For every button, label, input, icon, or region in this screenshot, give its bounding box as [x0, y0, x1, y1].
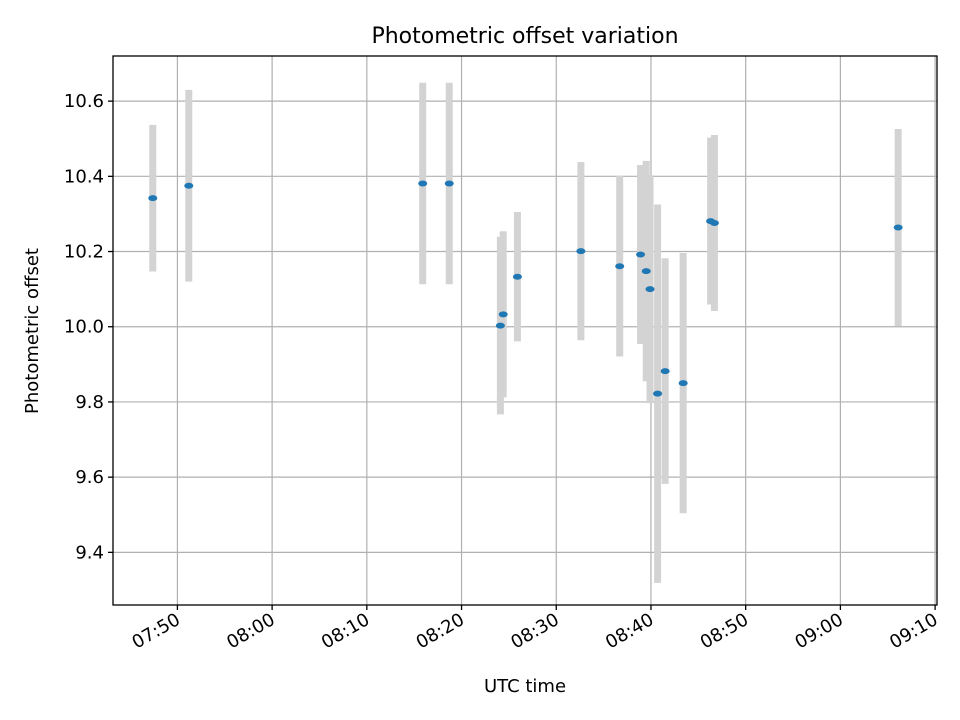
x-tick-label: 09:10 — [886, 609, 941, 653]
y-tick-label: 10.4 — [64, 166, 104, 187]
chart-title: Photometric offset variation — [371, 24, 678, 49]
x-tick-label: 08:00 — [223, 609, 278, 653]
grid-lines — [113, 56, 937, 605]
y-axis-label: Photometric offset — [22, 248, 43, 414]
data-point — [495, 322, 505, 329]
y-tick-label: 10.6 — [64, 91, 104, 112]
x-tick-label: 08:50 — [697, 609, 752, 653]
data-point — [653, 390, 663, 397]
x-tick-label: 07:50 — [128, 609, 183, 653]
y-tick-label: 10.0 — [64, 317, 104, 338]
data-point — [709, 219, 719, 226]
plot-frame — [112, 55, 938, 606]
data-point — [636, 251, 646, 258]
data-point — [418, 180, 428, 187]
data-point — [148, 195, 158, 202]
error-bars — [149, 82, 902, 583]
data-point — [615, 263, 625, 270]
y-tick-label: 10.2 — [64, 242, 104, 263]
data-point — [498, 311, 508, 318]
y-tick-label: 9.6 — [75, 467, 104, 488]
data-point — [678, 380, 688, 387]
x-tick-label: 08:20 — [413, 609, 468, 653]
y-tick-label: 9.4 — [75, 542, 104, 563]
y-tick-label: 9.8 — [75, 392, 104, 413]
x-tick-label: 08:10 — [318, 609, 373, 653]
x-tick-label: 08:30 — [507, 609, 562, 653]
data-point — [512, 273, 522, 280]
x-tick-label: 08:40 — [602, 609, 657, 653]
data-point — [444, 180, 454, 187]
data-points — [148, 180, 903, 397]
data-point — [576, 248, 586, 255]
data-point — [645, 286, 655, 293]
data-point — [184, 182, 194, 189]
data-point — [641, 268, 651, 275]
x-tick-label: 09:00 — [791, 609, 846, 653]
data-point — [893, 224, 903, 231]
data-point — [660, 368, 670, 375]
x-axis-label: UTC time — [484, 676, 566, 697]
